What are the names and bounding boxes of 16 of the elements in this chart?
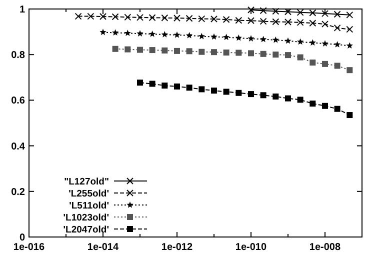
legend-label: 'L1023old' — [63, 212, 109, 224]
legend-label: 'L255old' — [68, 188, 109, 200]
y-tick-label: 1 — [19, 4, 26, 16]
x-tick-label: 1e-010 — [235, 242, 268, 253]
y-tick-label: 0.6 — [11, 96, 26, 107]
x-tick-label: 1e-008 — [309, 242, 342, 253]
y-tick-label: 0.8 — [11, 50, 26, 62]
legend-label: 'L511old' — [69, 200, 109, 212]
legend-label: 'L2047old' — [63, 224, 109, 236]
x-tick-label: 1e-014 — [87, 242, 120, 253]
y-tick-label: 0.4 — [11, 141, 26, 152]
x-tick-label: 1e-012 — [161, 242, 194, 253]
legend-label: "L127old" — [64, 176, 109, 188]
x-tick-label: 1e-016 — [13, 242, 46, 253]
y-tick-label: 0.2 — [11, 186, 26, 198]
y-tick-label: 0 — [19, 232, 26, 244]
